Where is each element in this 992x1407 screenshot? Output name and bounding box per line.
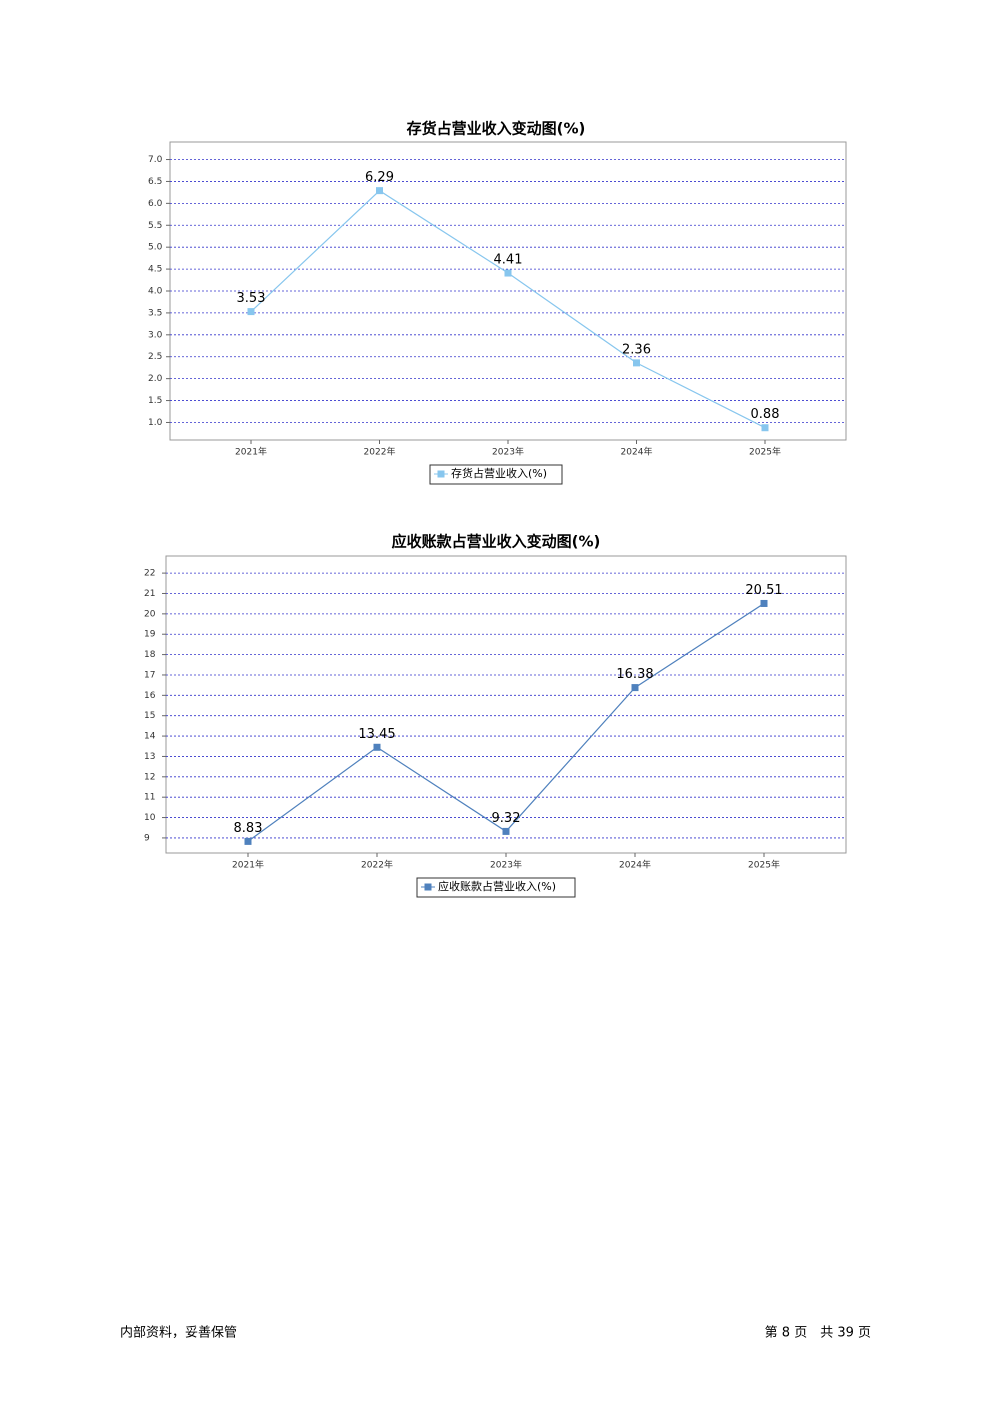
value-label: 0.88: [751, 407, 780, 422]
value-label: 13.45: [358, 727, 395, 742]
x-tick-label: 2022年: [364, 446, 396, 458]
y-tick-label: 2.5: [148, 352, 162, 362]
value-label: 4.41: [494, 253, 523, 268]
point: [373, 743, 381, 751]
y-tick-label: 13: [144, 752, 155, 762]
x-tick-label: 2025年: [749, 446, 781, 458]
x-tick-label: 2023年: [490, 859, 522, 871]
chart-title: 存货占营业收入变动图(%): [407, 120, 586, 138]
plot-area: [165, 555, 847, 854]
y-tick-label: 1.0: [148, 418, 163, 428]
value-label: 20.51: [745, 583, 782, 598]
footer-left: 内部资料，妥善保管: [120, 1325, 237, 1341]
y-tick-label: 22: [144, 569, 155, 579]
y-tick-label: 14: [144, 732, 156, 742]
y-tick-label: 1.5: [148, 396, 162, 406]
x-tick-label: 2024年: [619, 859, 651, 871]
point: [631, 684, 639, 692]
x-tick-label: 2021年: [235, 446, 267, 458]
value-label: 16.38: [616, 667, 653, 682]
x-tick-label: 2025年: [748, 859, 780, 871]
value-label: 3.53: [237, 291, 266, 306]
y-tick-label: 4.0: [148, 287, 163, 297]
point: [376, 187, 383, 195]
y-tick-label: 15: [144, 711, 155, 721]
legend-box: [416, 877, 576, 898]
value-label: 9.32: [492, 811, 521, 826]
legend-label: 应收账款占营业收入(%): [438, 879, 556, 893]
y-tick-label: 11: [144, 793, 155, 803]
y-tick-label: 3.5: [148, 308, 162, 318]
chart-title: 应收账款占营业收入变动图(%): [392, 533, 601, 551]
x-tick-label: 2023年: [492, 446, 524, 458]
point: [633, 359, 640, 367]
y-tick-label: 12: [144, 772, 155, 782]
y-tick-label: 3.0: [148, 330, 163, 340]
legend-marker: [424, 883, 432, 891]
y-tick-label: 21: [144, 589, 155, 599]
legend-label: 存货占营业收入(%): [451, 466, 547, 480]
value-label: 8.83: [234, 821, 263, 836]
legend-box: [429, 464, 563, 485]
legend-marker: [437, 470, 445, 478]
y-tick-label: 18: [144, 650, 156, 660]
y-tick-label: 6.0: [148, 199, 163, 209]
y-tick-label: 2.0: [148, 374, 163, 384]
point: [761, 424, 769, 432]
point: [504, 269, 512, 277]
x-tick-label: 2024年: [621, 446, 653, 458]
x-tick-label: 2021年: [232, 859, 264, 871]
y-tick-label: 6.5: [148, 177, 162, 187]
point: [247, 308, 255, 316]
y-tick-label: 17: [144, 670, 155, 680]
value-label: 6.29: [365, 170, 394, 185]
point: [244, 837, 252, 845]
footer-right: 第 8 页 共 39 页: [765, 1326, 871, 1341]
y-tick-label: 19: [144, 630, 156, 640]
y-tick-label: 9: [144, 833, 150, 843]
y-tick-label: 16: [144, 691, 156, 701]
y-tick-label: 7.0: [148, 155, 163, 165]
y-tick-label: 5.5: [148, 221, 162, 231]
value-label: 2.36: [622, 342, 651, 357]
y-tick-label: 4.5: [148, 265, 162, 275]
point: [760, 599, 768, 607]
x-tick-label: 2022年: [361, 859, 393, 871]
y-tick-label: 20: [144, 609, 156, 619]
point: [502, 827, 510, 835]
y-tick-label: 10: [144, 813, 156, 823]
y-tick-label: 5.0: [148, 243, 163, 253]
